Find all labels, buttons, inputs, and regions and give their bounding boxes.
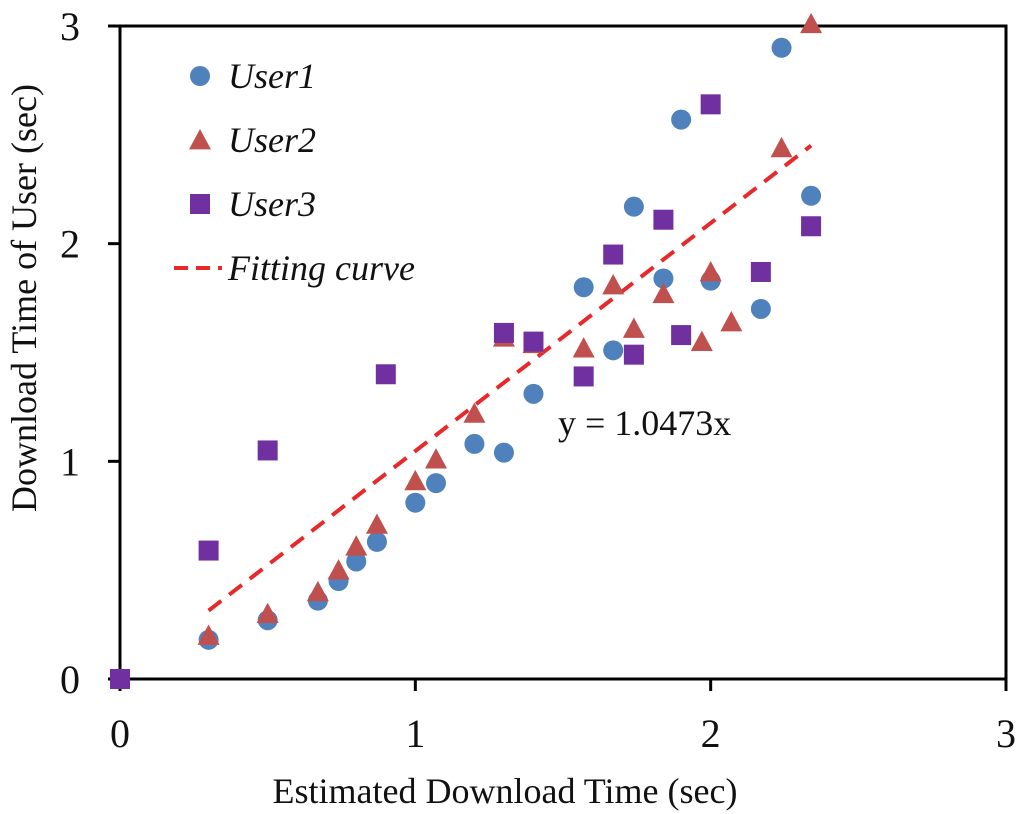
user1-point [623, 196, 644, 217]
axis-ticks: 0 1 2 3 0 1 2 3 [60, 4, 1016, 756]
x-tick-label: 1 [405, 711, 425, 756]
user2-point [463, 402, 486, 423]
user2-point [652, 282, 675, 304]
user3-point [573, 366, 594, 387]
plot-area [118, 24, 1008, 681]
user1-point [750, 298, 771, 319]
user3-point [653, 209, 674, 230]
legend-triangle-swatch [189, 129, 211, 150]
user3-point [523, 331, 544, 352]
user3-point [375, 364, 396, 385]
x-axis-title: Estimated Download Time (sec) [273, 771, 738, 811]
y-tick-label: 0 [60, 657, 80, 702]
legend-circle-swatch [190, 66, 210, 86]
y-axis-title: Download Time of User (sec) [4, 84, 44, 512]
legend-label: User3 [228, 184, 316, 224]
user2-point [770, 136, 793, 158]
user3-point [623, 344, 644, 365]
user3-point [257, 440, 278, 461]
user2-point [699, 260, 722, 282]
user1-point [493, 442, 514, 463]
user2-point [345, 535, 368, 556]
x-tick-label: 2 [701, 711, 721, 756]
user2-point [404, 469, 427, 491]
y-tick-label: 2 [60, 222, 80, 267]
user2-point [197, 624, 220, 645]
user2-point [425, 448, 448, 469]
user1-point [426, 473, 447, 494]
user1-point [653, 268, 674, 289]
user3-point [700, 94, 721, 115]
legend-square-swatch [190, 194, 210, 214]
user1-point [464, 433, 485, 454]
user1-point [801, 185, 822, 206]
user2-point [800, 12, 823, 34]
user2-point [327, 559, 350, 580]
user1-point [603, 340, 624, 361]
y-tick-label: 3 [60, 4, 80, 49]
user1-point [573, 277, 594, 298]
user2-point [306, 580, 329, 602]
legend: User1 User2 User3 Fitting curve [174, 56, 415, 288]
user3-point [801, 216, 822, 237]
user3-point [671, 325, 692, 346]
user1-point [366, 531, 387, 552]
user3-point [750, 261, 771, 282]
user1-point [671, 109, 692, 130]
user2-point [622, 317, 645, 338]
x-tick-label: 0 [110, 711, 130, 756]
fitting-curve [207, 143, 813, 613]
user2-point [365, 513, 388, 534]
user3-point [493, 322, 514, 343]
legend-label: User1 [228, 56, 316, 96]
user2-point [602, 274, 625, 295]
user1-point [346, 551, 367, 572]
user3-point [110, 669, 130, 689]
user3-point [603, 244, 624, 265]
user1-point [523, 383, 544, 404]
user2-point [690, 330, 713, 351]
data-points [110, 12, 823, 689]
user1-point [405, 492, 426, 513]
x-tick-label: 3 [996, 711, 1016, 756]
user3-point [198, 540, 219, 561]
equation-annotation: y = 1.0473x [558, 403, 731, 443]
user2-point [720, 311, 743, 332]
user2-point [572, 337, 595, 358]
legend-label: Fitting curve [227, 248, 415, 288]
legend-label: User2 [228, 120, 316, 160]
user2-point [256, 602, 279, 624]
user1-point [771, 37, 792, 58]
y-tick-label: 1 [60, 439, 80, 484]
